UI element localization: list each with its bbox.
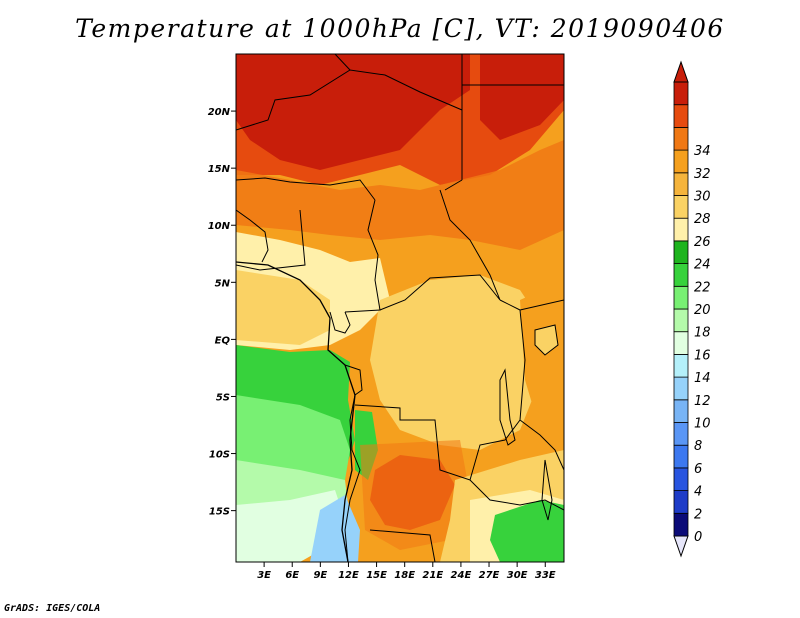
colorbar-label: 8 [694,439,702,454]
latitude-axis: 20N 15N 10N 5N EQ 5S 10S 15S [208,107,236,518]
colorbar-segment [673,149,689,174]
colorbar-segment [673,127,689,151]
colorbar-label: 32 [694,167,711,182]
colorbar-segment [673,353,689,378]
colorbar-segment [673,467,689,491]
colorbar-label: 6 [694,462,702,477]
colorbar-segment [673,172,689,196]
lon-tick-label: 6E [285,570,299,581]
colorbar-segment [673,308,689,333]
lon-tick-label: 21E [422,570,443,581]
colorbar-segment [673,376,689,401]
field-atlantic-light-green [236,395,350,485]
colorbar-label: 26 [694,235,711,250]
colorbar-segment [673,331,689,355]
colorbar-segment [673,490,689,514]
grads-credit: GrADS: IGES/COLA [4,603,101,614]
lat-tick-label: 20N [208,107,231,118]
lon-tick-label: 33E [535,570,556,581]
field-north-hottest [236,54,470,170]
colorbar-label: 16 [694,348,711,363]
field-benguela-blue [310,495,360,562]
colorbar-segment [673,399,689,423]
lon-tick-label: 27E [479,570,500,581]
colorbar-label: 0 [694,530,702,545]
colorbar-segment [673,422,689,446]
map-plot [236,54,564,562]
field-angola-orange [360,440,470,550]
lon-tick-label: 18E [394,570,415,581]
colorbar-label: 34 [694,144,711,159]
colorbar-segment [673,195,689,219]
lat-tick-label: 10S [209,450,230,461]
lake-malawi [541,459,553,521]
lat-tick-label: 15S [209,507,230,518]
colorbar-label: 10 [694,417,711,432]
country-borders [236,54,564,562]
lon-tick-label: 30E [507,570,528,581]
lat-tick-label: 5N [215,278,231,289]
colorbar-label: 18 [694,326,711,341]
lat-tick-label: 10N [208,221,231,232]
colorbar-label: 28 [694,212,711,227]
colorbar-label: 24 [694,258,711,273]
lon-tick-label: 3E [257,570,271,581]
colorbar-segment [673,81,689,106]
plot-frame [235,53,565,563]
colorbar-segment [673,512,689,537]
field-west-yellow [236,270,330,345]
colorbar-label: 2 [694,507,702,522]
colorbar-label: 12 [694,394,711,409]
field-congo-basin [370,275,540,450]
colorbar-segment [673,263,689,287]
colorbar-segment [673,240,689,264]
colorbar-label: 22 [694,280,711,295]
lon-tick-label: 9E [313,570,327,581]
lon-tick-label: 24E [451,570,472,581]
lon-tick-label: 12E [338,570,359,581]
lake-victoria [534,324,559,356]
lat-tick-label: EQ [215,335,231,346]
field-northeast-hot [480,54,564,140]
lake-tanganyika [499,368,516,446]
colorbar-segment [673,285,689,310]
colorbar-segment [673,444,689,469]
field-east-orange [520,280,564,450]
field-zambia-green [490,500,564,562]
colorbar-label: 14 [694,371,711,386]
colorbar-segment [673,104,689,128]
colorbar-segment [673,217,689,242]
colorbar-label: 30 [694,190,711,205]
colorbar-label: 20 [694,303,711,318]
lat-tick-label: 5S [216,392,230,403]
colorbar-low-triangle [673,535,689,558]
coastline [236,261,356,562]
field-sahel-orange [236,140,564,250]
lat-tick-label: 15N [208,164,231,175]
map-title: Temperature at 1000hPa [C], VT: 20190904… [75,14,725,43]
longitude-axis: 3E 6E 9E 12E 15E 18E 21E 24E 27E 30E 33E [257,562,556,581]
colorbar-high-triangle [673,60,689,83]
colorbar-label: 4 [694,485,702,500]
lon-tick-label: 15E [366,570,387,581]
